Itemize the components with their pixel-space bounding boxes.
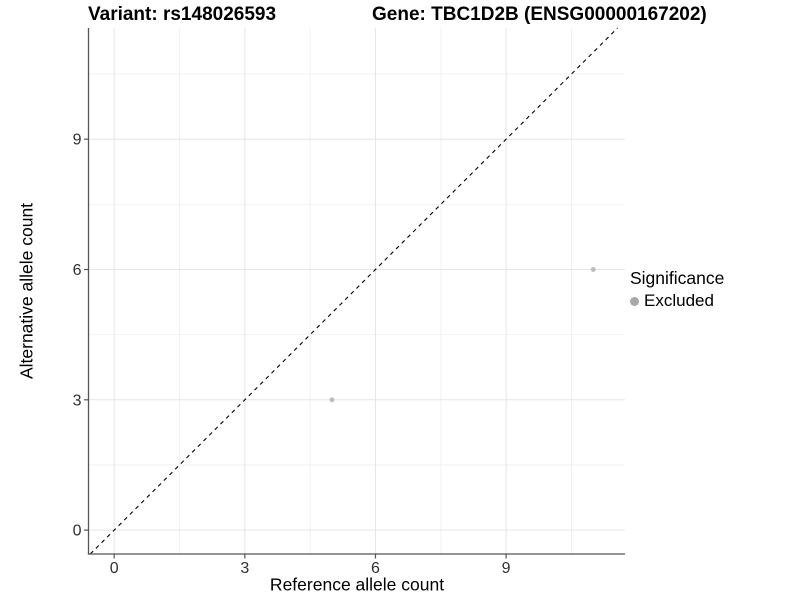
legend-point-icon bbox=[630, 296, 639, 306]
identity-line bbox=[89, 27, 618, 555]
x-tick-label: 3 bbox=[240, 560, 249, 577]
legend-item-label: Excluded bbox=[644, 291, 714, 310]
legend-item-excluded: Excluded bbox=[630, 291, 724, 311]
y-tick-label: 0 bbox=[73, 523, 82, 540]
y-tick-label: 3 bbox=[73, 392, 82, 409]
x-tick-label: 0 bbox=[110, 560, 119, 577]
data-point bbox=[590, 267, 596, 272]
y-tick-label: 6 bbox=[73, 262, 82, 279]
x-axis-title: Reference allele count bbox=[269, 574, 445, 595]
y-tick-label: 9 bbox=[73, 132, 82, 149]
x-tick-label: 6 bbox=[371, 560, 380, 577]
legend: Significance Excluded bbox=[630, 268, 724, 311]
plot-title-gene: Gene: TBC1D2B (ENSG00000167202) bbox=[372, 4, 707, 25]
x-tick-label: 9 bbox=[502, 560, 511, 577]
plot-title-variant: Variant: rs148026593 bbox=[88, 4, 277, 25]
legend-title: Significance bbox=[630, 268, 725, 288]
y-axis-title: Alternative allele count bbox=[16, 202, 37, 380]
data-point bbox=[329, 397, 335, 403]
